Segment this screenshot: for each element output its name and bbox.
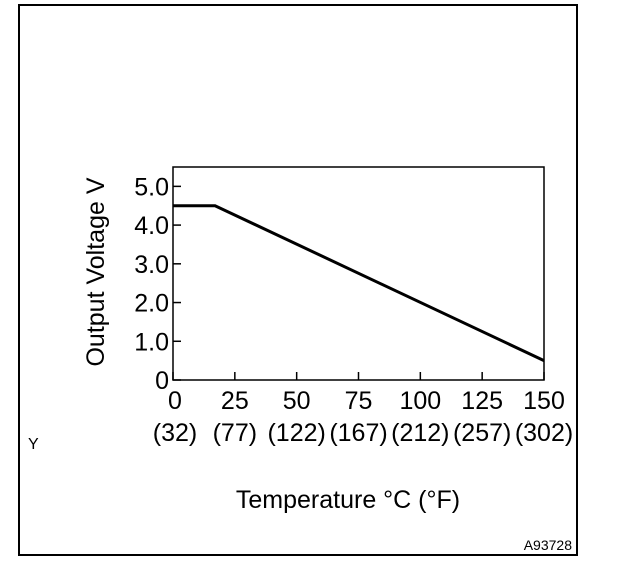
- x-axis-title: Temperature °C (°F): [236, 486, 460, 514]
- x-tick-label-fahrenheit: (212): [391, 419, 449, 447]
- figure-ref-code: A93728: [524, 537, 572, 553]
- y-tick-label: 4.0: [134, 212, 169, 240]
- x-tick-label-fahrenheit: (257): [453, 419, 511, 447]
- y-axis-title: Output Voltage V: [82, 177, 110, 366]
- x-tick-label-celsius: 125: [461, 387, 503, 415]
- x-tick-label-fahrenheit: (167): [329, 419, 387, 447]
- x-tick-label-celsius: 25: [221, 387, 249, 415]
- y-tick-label: 0: [155, 367, 169, 395]
- x-tick-label-fahrenheit: (77): [213, 419, 257, 447]
- x-axis: 0 (32) 25 (77) 50 (122) 75 (167) 100 (212) 125 (257…: [153, 372, 573, 447]
- x-tick-label-celsius: 0: [168, 387, 182, 415]
- figure-frame: [18, 4, 578, 556]
- y-tick-label: 3.0: [134, 251, 169, 279]
- y-tick-label: 5.0: [134, 173, 169, 201]
- series-layer: [173, 204, 545, 362]
- x-tick-label-celsius: 75: [345, 387, 373, 415]
- x-tick-label-fahrenheit: (122): [267, 419, 325, 447]
- x-tick-label-celsius: 50: [283, 387, 311, 415]
- y-axis: 0 1.0 2.0 3.0 4.0 5.0: [134, 173, 181, 395]
- x-tick-label-fahrenheit: (302): [515, 419, 573, 447]
- x-tick-label-celsius: 100: [399, 387, 441, 415]
- side-mark: Y: [28, 436, 39, 453]
- x-tick-label-fahrenheit: (32): [153, 419, 197, 447]
- y-tick-label: 2.0: [134, 290, 169, 318]
- x-tick-label-celsius: 150: [523, 387, 565, 415]
- output-voltage-line: [173, 204, 545, 362]
- y-tick-label: 1.0: [134, 328, 169, 356]
